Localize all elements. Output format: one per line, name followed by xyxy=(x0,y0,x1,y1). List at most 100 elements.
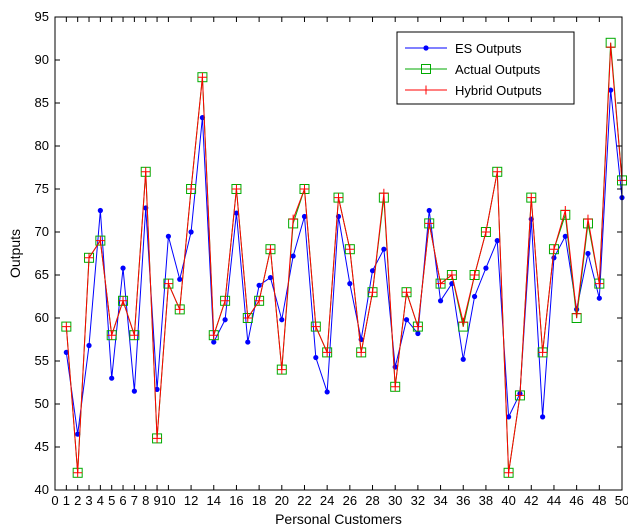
legend-marker xyxy=(423,45,429,51)
x-tick-label: 40 xyxy=(501,493,515,508)
legend-entry: ES Outputs xyxy=(405,41,522,56)
y-tick-label: 45 xyxy=(35,439,49,454)
data-point xyxy=(390,382,400,392)
x-tick-label: 22 xyxy=(297,493,311,508)
x-tick-label: 42 xyxy=(524,493,538,508)
data-point xyxy=(152,433,162,443)
y-tick-label: 65 xyxy=(35,267,49,282)
data-point xyxy=(606,42,616,52)
legend-marker xyxy=(421,85,431,95)
data-point xyxy=(299,184,309,194)
data-point xyxy=(61,322,71,332)
data-point xyxy=(585,250,591,257)
x-axis-title: Personal Customers xyxy=(275,511,402,527)
data-point xyxy=(583,214,593,224)
legend-label: Hybrid Outputs xyxy=(455,83,542,98)
y-axis-title: Outputs xyxy=(7,229,23,278)
data-point xyxy=(288,214,298,224)
plot-frame xyxy=(54,16,623,491)
data-point xyxy=(334,193,343,203)
x-tick-label: 28 xyxy=(365,493,379,508)
data-point xyxy=(470,270,480,280)
data-point xyxy=(243,313,253,323)
data-point xyxy=(265,244,275,254)
data-point xyxy=(551,255,557,261)
y-tick-label: 70 xyxy=(35,224,49,239)
y-tick-label: 50 xyxy=(35,396,49,411)
legend-entry: Actual Outputs xyxy=(405,62,541,77)
data-point xyxy=(413,322,423,332)
x-tick-label: 6 xyxy=(119,493,126,508)
data-point xyxy=(504,468,514,478)
legend-label: Actual Outputs xyxy=(455,62,541,77)
data-point xyxy=(86,342,92,349)
data-point xyxy=(75,431,81,437)
data-point xyxy=(311,322,321,332)
legend-label: ES Outputs xyxy=(455,41,522,56)
data-point xyxy=(277,365,287,375)
y-tick-label: 75 xyxy=(35,181,49,196)
data-point xyxy=(63,349,69,355)
data-point xyxy=(211,339,217,345)
data-point xyxy=(560,206,570,215)
data-point xyxy=(154,386,160,392)
data-point xyxy=(163,279,173,289)
x-tick-label: 38 xyxy=(479,493,493,508)
data-point xyxy=(403,317,410,323)
data-point xyxy=(131,388,137,394)
data-point xyxy=(129,330,139,340)
y-tick-label: 90 xyxy=(35,52,49,67)
x-tick-label: 2 xyxy=(74,493,81,508)
data-point xyxy=(220,296,230,306)
data-point xyxy=(209,330,219,340)
x-tick-label: 7 xyxy=(131,493,138,508)
y-tick-label: 80 xyxy=(35,138,49,153)
x-tick-label: 46 xyxy=(569,493,583,508)
x-tick-label: 44 xyxy=(547,493,561,508)
data-point xyxy=(301,213,308,220)
data-point xyxy=(506,414,512,420)
y-ticks: 40 45 50 55 60 65 70 75 80 85 90 95 xyxy=(35,9,622,497)
data-point xyxy=(177,276,183,282)
data-point xyxy=(369,268,376,274)
data-point xyxy=(460,356,466,362)
data-point xyxy=(233,210,240,216)
data-point xyxy=(188,229,194,235)
data-point xyxy=(107,330,117,340)
data-point xyxy=(424,218,434,228)
data-point xyxy=(290,253,296,259)
data-point xyxy=(540,414,546,420)
data-point xyxy=(267,274,274,281)
y-tick-label: 85 xyxy=(35,95,49,110)
series-line xyxy=(65,47,623,473)
data-point xyxy=(494,238,500,244)
data-point xyxy=(245,339,251,345)
y-tick-label: 95 xyxy=(35,9,49,24)
x-tick-label: 34 xyxy=(433,493,447,508)
data-point xyxy=(231,184,241,194)
x-tick-label: 18 xyxy=(252,493,266,508)
data-point xyxy=(526,193,536,203)
data-point xyxy=(175,304,185,314)
data-point xyxy=(415,330,421,337)
data-point xyxy=(437,298,444,304)
data-point xyxy=(109,375,115,381)
x-tick-label: 3 xyxy=(85,493,92,508)
data-point xyxy=(165,233,171,239)
data-point xyxy=(596,295,602,301)
x-tick-label: 5 xyxy=(108,493,115,508)
x-tick-label: 36 xyxy=(456,493,470,508)
data-point xyxy=(608,87,614,93)
y-tick-label: 55 xyxy=(35,353,49,368)
x-tick-label: 50 xyxy=(615,493,628,508)
data-point xyxy=(141,167,151,177)
y-tick-label: 60 xyxy=(35,310,49,325)
data-point xyxy=(345,244,355,254)
x-tick-label: 16 xyxy=(229,493,243,508)
y-tick-label: 40 xyxy=(35,482,49,497)
data-point xyxy=(222,317,228,323)
data-point xyxy=(483,265,489,271)
x-tick-label: 8 xyxy=(142,493,149,508)
series-hybrid-outputs xyxy=(61,42,627,478)
